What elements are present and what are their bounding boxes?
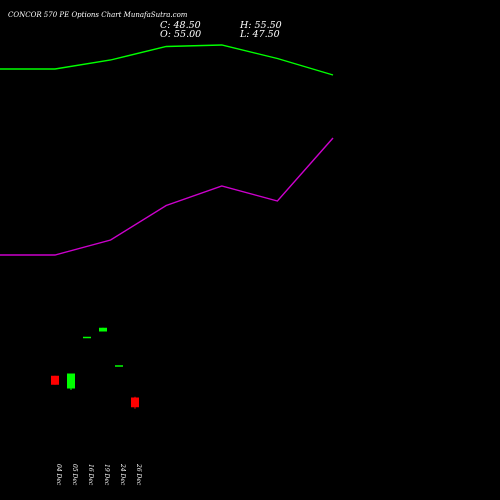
high-price-label: H: 55.50 — [239, 20, 282, 31]
indicator-line-2 — [0, 137, 334, 256]
candle-body-5 — [115, 365, 123, 367]
candle-body-2 — [67, 373, 75, 389]
close-price-label: C: 48.50 — [160, 20, 201, 31]
indicator-lines — [0, 44, 334, 256]
chart-title: CONCOR 570 PE Options Chart MunafaSutra.… — [8, 11, 188, 19]
indicator-line-1 — [0, 44, 334, 76]
x-tick-label: 05 Dec — [71, 464, 78, 486]
x-tick-label: 26 Dec — [135, 463, 142, 486]
candles — [51, 327, 139, 409]
candle-body-3 — [83, 336, 91, 339]
candle-body-6 — [131, 397, 139, 408]
x-tick-label: 19 Dec — [103, 464, 110, 486]
candle-body-4 — [99, 327, 107, 332]
candle-body-1 — [51, 375, 59, 385]
x-tick-label: 04 Dec — [55, 464, 62, 486]
x-tick-label: 24 Dec — [119, 463, 126, 486]
x-axis-labels: 04 Dec 05 Dec 16 Dec 19 Dec 24 Dec 26 Dec — [55, 463, 142, 486]
x-tick-label: 16 Dec — [87, 464, 94, 486]
low-price-label: L: 47.50 — [239, 29, 280, 40]
open-price-label: O: 55.00 — [160, 29, 201, 40]
